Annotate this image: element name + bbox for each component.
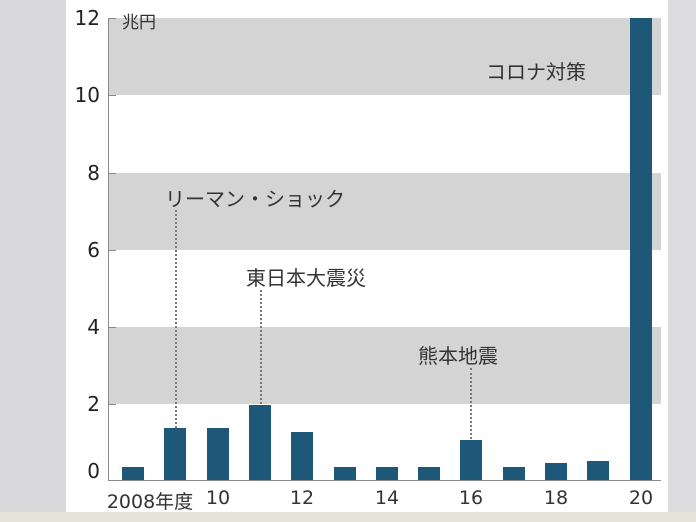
y-tick-4 — [108, 327, 116, 328]
y-tick-10 — [108, 95, 116, 96]
bar-2013 — [334, 467, 356, 480]
bar-2019 — [587, 461, 609, 480]
leader-line-tohoku — [260, 290, 262, 404]
unit-label: 兆円 — [122, 13, 156, 33]
leader-line-kumamoto — [470, 368, 472, 439]
bar-2009 — [164, 428, 186, 480]
annotation-lehman-shock: リーマン・ショック — [165, 187, 345, 211]
y-tick-6 — [108, 250, 116, 251]
y-label-6: 6 — [87, 238, 100, 262]
x-label-2008: 2008年度 — [106, 491, 194, 513]
y-label-12: 12 — [74, 6, 100, 30]
x-axis — [108, 480, 661, 481]
y-label-2: 2 — [87, 392, 100, 416]
annotation-tohoku-earthquake: 東日本大震災 — [246, 266, 366, 290]
leader-line-lehman — [175, 210, 177, 428]
bar-2017 — [503, 467, 525, 480]
bar-2014 — [376, 467, 398, 480]
right-margin-panel — [668, 0, 696, 522]
grid-band-2-4 — [109, 327, 661, 404]
y-label-10: 10 — [74, 83, 100, 107]
x-label-16: 16 — [458, 487, 484, 509]
bar-2012 — [291, 432, 313, 480]
bar-2016 — [460, 440, 482, 480]
x-label-20: 20 — [628, 487, 654, 509]
y-label-8: 8 — [87, 161, 100, 185]
x-label-12: 12 — [289, 487, 315, 509]
annotation-corona-measures: コロナ対策 — [486, 60, 586, 84]
grid-band-6-8 — [109, 173, 661, 250]
x-label-10: 10 — [205, 487, 231, 509]
x-label-14: 14 — [374, 487, 400, 509]
y-label-4: 4 — [87, 315, 100, 339]
annotation-kumamoto-earthquake: 熊本地震 — [418, 344, 498, 368]
bar-2015 — [418, 467, 440, 480]
bar-2010 — [207, 428, 229, 480]
y-label-0: 0 — [87, 459, 100, 483]
y-tick-8 — [108, 173, 116, 174]
grid-band-10-12 — [109, 18, 661, 95]
bar-2011 — [249, 405, 271, 480]
left-margin-panel — [0, 0, 66, 522]
bar-2020 — [630, 18, 652, 480]
y-tick-12 — [108, 18, 116, 19]
bottom-strip — [0, 512, 696, 522]
x-label-18: 18 — [543, 487, 569, 509]
y-tick-2 — [108, 404, 116, 405]
bar-2018 — [545, 463, 567, 480]
y-axis — [108, 18, 109, 481]
bar-2008 — [122, 467, 144, 480]
